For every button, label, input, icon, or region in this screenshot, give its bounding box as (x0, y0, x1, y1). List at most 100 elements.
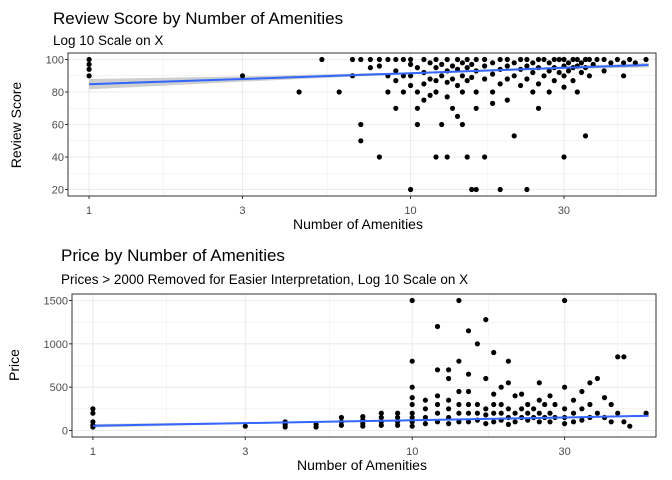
data-point (414, 89, 420, 95)
data-point (491, 401, 497, 408)
data-point (459, 89, 465, 95)
data-point (464, 78, 470, 84)
data-point (336, 89, 342, 95)
data-point (378, 410, 384, 416)
data-point (449, 76, 456, 82)
data-point (376, 56, 382, 63)
data-point (409, 410, 415, 416)
data-point (456, 401, 462, 408)
data-point (465, 419, 472, 425)
data-point (505, 380, 511, 386)
x-tick-label: 10 (406, 446, 418, 458)
data-point (547, 393, 553, 399)
x-axis-title: Number of Amenities (297, 457, 427, 473)
data-point (541, 56, 547, 63)
chart-title: Price by Number of Amenities (61, 246, 285, 265)
data-point (490, 71, 496, 77)
data-point (562, 421, 568, 427)
data-point (570, 56, 576, 63)
data-point (408, 56, 414, 63)
data-point (393, 56, 399, 63)
data-point (570, 397, 577, 403)
data-point (483, 412, 489, 418)
data-point (535, 105, 542, 111)
data-point (511, 133, 517, 139)
data-point (409, 401, 415, 408)
data-point (444, 94, 450, 100)
y-tick-label: 40 (52, 152, 64, 164)
data-point (433, 78, 439, 84)
data-point (421, 97, 427, 103)
data-point (446, 375, 452, 382)
data-point (449, 63, 456, 69)
data-point (562, 384, 568, 390)
data-point (454, 56, 461, 63)
data-point (497, 81, 503, 87)
data-point (464, 65, 470, 71)
data-point (393, 68, 399, 74)
data-point (473, 89, 479, 95)
data-point (643, 410, 649, 416)
data-point (239, 73, 246, 79)
data-point (627, 423, 633, 429)
data-point (587, 380, 593, 386)
data-point (482, 76, 488, 82)
y-axis-title: Price (6, 349, 22, 381)
data-point (400, 89, 406, 95)
data-point (524, 186, 530, 193)
y-tick-label: 1500 (44, 296, 68, 308)
data-point (524, 56, 530, 63)
data-point (490, 60, 496, 66)
data-point (360, 423, 366, 429)
x-axis-title: Number of Amenities (293, 216, 423, 232)
data-point (594, 56, 600, 63)
data-point (530, 89, 536, 95)
data-point (433, 89, 439, 95)
chart-title: Review Score by Number of Amenities (53, 9, 343, 28)
data-point (561, 56, 567, 63)
data-point (358, 121, 364, 128)
data-point (474, 410, 480, 416)
data-point (446, 367, 452, 373)
data-point (505, 358, 511, 364)
data-point (338, 422, 344, 428)
data-point (408, 186, 414, 193)
data-point (512, 393, 518, 399)
y-tick-label: 500 (50, 382, 68, 394)
data-point (449, 105, 456, 111)
data-point (434, 367, 441, 373)
data-point (459, 73, 465, 79)
data-point (536, 410, 542, 416)
data-point (505, 421, 511, 427)
data-point (570, 78, 576, 84)
data-point (570, 419, 577, 425)
data-point (474, 401, 480, 408)
data-point (490, 89, 496, 95)
data-point (535, 56, 542, 63)
x-tick-label: 3 (239, 205, 245, 217)
data-point (395, 414, 401, 421)
data-point (586, 56, 593, 63)
data-point (574, 89, 580, 95)
data-point (551, 78, 557, 84)
data-point (518, 82, 524, 89)
data-point (378, 422, 384, 428)
data-point (579, 388, 585, 395)
data-point (504, 63, 510, 69)
data-point (378, 414, 384, 421)
data-point (525, 410, 531, 416)
data-point (632, 60, 638, 66)
data-point (349, 56, 356, 63)
data-point (562, 406, 568, 412)
data-point (608, 419, 614, 425)
data-point (409, 384, 415, 390)
data-point (519, 391, 525, 397)
data-point (86, 66, 92, 72)
data-point (433, 56, 439, 63)
data-point (556, 56, 562, 63)
data-point (497, 56, 503, 63)
data-point (546, 60, 552, 66)
data-point (421, 56, 427, 63)
data-point (615, 410, 621, 416)
data-point (541, 73, 547, 79)
